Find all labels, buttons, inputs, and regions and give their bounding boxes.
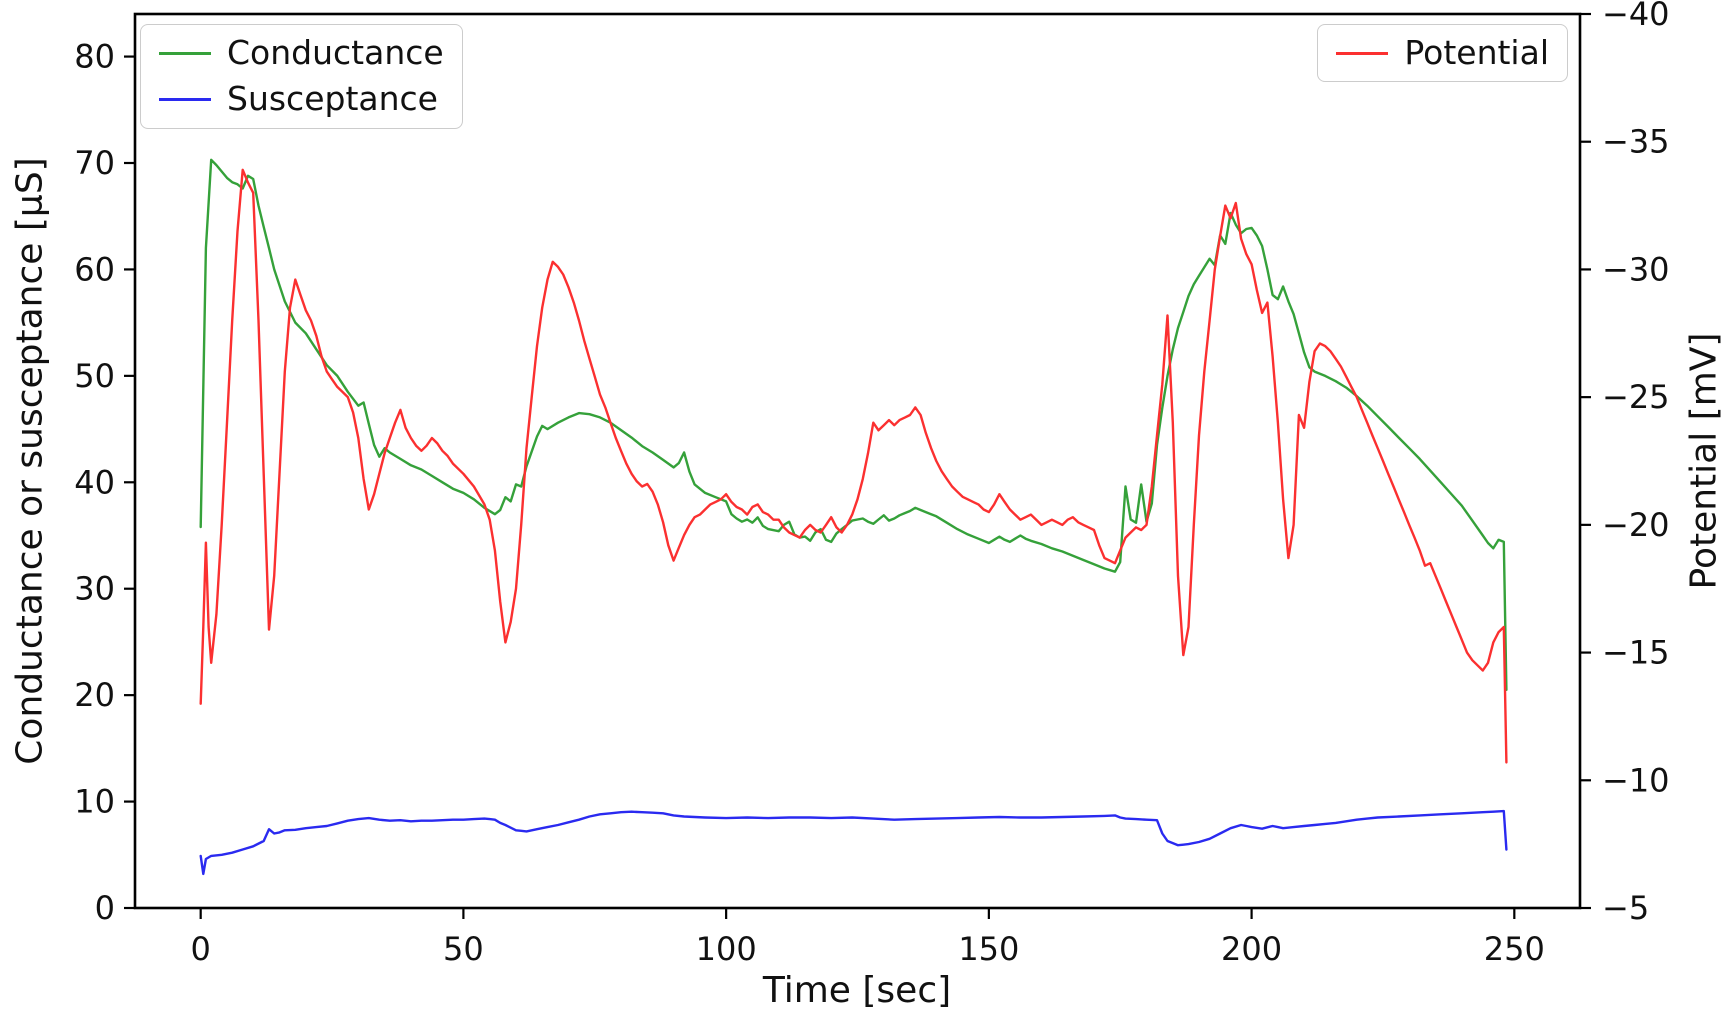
x-tick-label: 0	[191, 930, 211, 968]
conductance-line-swatch	[159, 51, 211, 55]
x-tick-label: 50	[443, 930, 484, 968]
y-tick-label-left: 70	[74, 144, 115, 182]
legend-left: Conductance Susceptance	[140, 24, 463, 129]
y-tick-label-right: −25	[1602, 378, 1670, 416]
y-tick-label-right: −40	[1602, 0, 1670, 33]
x-tick-label: 150	[958, 930, 1019, 968]
y-tick-label-right: −15	[1602, 634, 1670, 672]
legend-right: Potential	[1317, 24, 1568, 83]
y-tick-label-left: 10	[74, 783, 115, 821]
axes-frame	[133, 12, 1582, 910]
x-tick-label: 100	[696, 930, 757, 968]
potential-line-swatch	[1336, 51, 1389, 55]
legend-item-potential: Potential	[1336, 33, 1549, 72]
susceptance-line-swatch	[159, 97, 211, 101]
y-tick-label-left: 0	[95, 889, 115, 927]
legend-item-conductance: Conductance	[159, 33, 444, 72]
y-tick-label-right: −30	[1602, 250, 1670, 288]
y-tick-label-left: 40	[74, 463, 115, 501]
y-tick-label-right: −35	[1602, 123, 1670, 161]
y-tick-label-left: 20	[74, 676, 115, 714]
legend-label-conductance: Conductance	[227, 33, 444, 72]
y-tick-label-right: −5	[1602, 889, 1649, 927]
x-tick-label: 200	[1221, 930, 1282, 968]
y-tick-label-right: −10	[1602, 761, 1670, 799]
conductance-series-line	[199, 158, 1508, 691]
potential-series-line	[199, 168, 1508, 764]
x-tick-label: 250	[1484, 930, 1545, 968]
x-axis-label: Time [sec]	[762, 970, 952, 1011]
legend-label-susceptance: Susceptance	[227, 79, 438, 119]
y-tick-label-left: 60	[74, 250, 115, 288]
y-axis-label-left: Conductance or susceptance [µS]	[9, 157, 51, 765]
legend-label-potential: Potential	[1404, 33, 1549, 72]
y-tick-label-left: 80	[74, 38, 115, 76]
legend-item-susceptance: Susceptance	[159, 79, 444, 119]
y-tick-label-left: 50	[74, 357, 115, 395]
y-tick-label-left: 30	[74, 570, 115, 608]
susceptance-series-line	[199, 809, 1508, 876]
y-axis-label-right: Potential [mV]	[1683, 332, 1725, 590]
y-tick-label-right: −20	[1602, 506, 1670, 544]
